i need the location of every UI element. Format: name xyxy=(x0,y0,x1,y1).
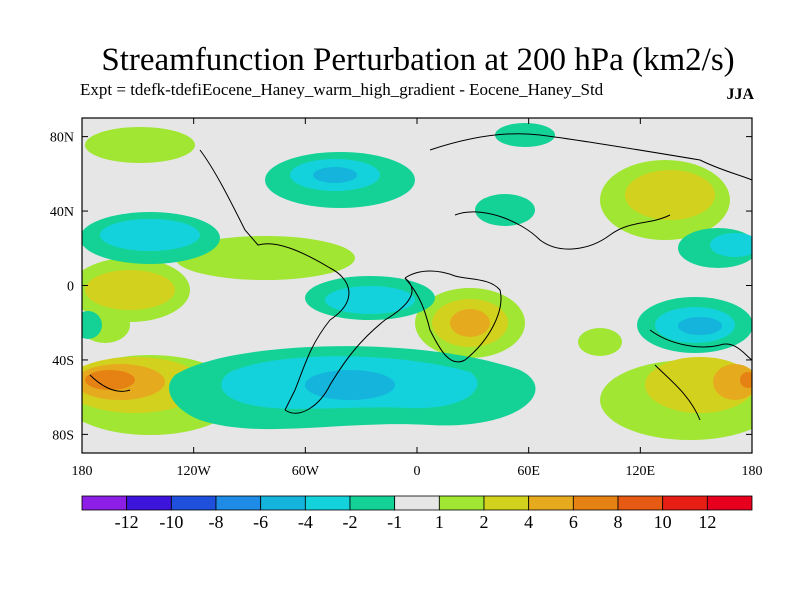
coast-americas xyxy=(199,149,350,411)
anomaly-positive-tropical-atl xyxy=(175,236,355,280)
colorbar-label: 10 xyxy=(654,512,672,532)
lat-tick-label: 40S xyxy=(52,354,74,369)
map-title: Streamfunction Perturbation at 200 hPa (… xyxy=(101,42,735,78)
colorbar-swatch xyxy=(706,495,753,511)
contour-fills xyxy=(82,123,752,440)
lon-tick-label: 60W xyxy=(292,464,320,479)
colorbar-label: 4 xyxy=(524,512,533,532)
anomaly-negative-dateline xyxy=(82,311,102,339)
anomaly-neg4-australia xyxy=(678,317,722,335)
colorbar-label: 8 xyxy=(614,512,623,532)
anomaly-negative-europe xyxy=(475,194,535,226)
anomaly-negative-arctic-east xyxy=(495,123,555,147)
colorbar-swatch xyxy=(349,495,396,511)
colorbar-label: -4 xyxy=(298,512,313,532)
colorbar-swatch xyxy=(528,495,574,511)
colorbar-swatch xyxy=(126,495,172,511)
colorbar-swatch xyxy=(260,495,306,511)
colorbar-swatch xyxy=(483,495,530,511)
experiment-subtitle: Expt = tdefk-tdefiEocene_Haney_warm_high… xyxy=(80,80,604,99)
colorbar: -12 -10 -8 -6 -4 -2 -1 1 2 4 6 8 10 12 xyxy=(81,495,753,532)
lon-tick-label: 0 xyxy=(414,464,421,479)
anomaly-pos2-nw-pac xyxy=(625,170,715,220)
colorbar-swatch xyxy=(81,495,128,511)
anomaly-neg2-ne-pac xyxy=(100,219,200,251)
coast-antarctic-east xyxy=(654,364,701,421)
anomaly-neg2-south-america xyxy=(325,286,415,314)
anomaly-pos4-south-africa xyxy=(450,309,490,337)
colorbar-label: 12 xyxy=(698,512,716,532)
colorbar-swatch xyxy=(215,495,262,511)
lon-axis: 180 120W 60W 0 60E 120E 180 xyxy=(72,118,763,479)
coast-africa xyxy=(404,270,502,363)
anomaly-neg4-southern-ocean xyxy=(305,370,395,400)
colorbar-label: -8 xyxy=(209,512,224,532)
coast-australia xyxy=(649,329,752,361)
season-label: JJA xyxy=(726,86,754,103)
colorbar-swatch xyxy=(438,495,485,511)
coast-eurasia-north xyxy=(429,133,752,181)
anomaly-pos6-se-pac xyxy=(85,370,135,390)
anomaly-pos6-south-pac xyxy=(740,372,752,388)
coast-pacific-island xyxy=(89,374,131,392)
lat-tick-label: 0 xyxy=(67,280,74,295)
colorbar-swatch xyxy=(572,495,619,511)
anomaly-neg4-atlantic-north xyxy=(313,167,357,183)
colorbar-label: -6 xyxy=(253,512,268,532)
colorbar-label: -10 xyxy=(159,512,183,532)
lat-tick-label: 40N xyxy=(50,205,74,220)
colorbar-swatch xyxy=(394,495,440,511)
lon-tick-label: 60E xyxy=(517,464,540,479)
colorbar-label: -12 xyxy=(115,512,139,532)
coast-south-america xyxy=(284,277,413,414)
colorbar-label: -2 xyxy=(343,512,358,532)
colorbar-label: 1 xyxy=(435,512,444,532)
coast-eurasia-south xyxy=(454,211,671,250)
lon-tick-label: 180 xyxy=(742,464,763,479)
anomaly-pos2-eqpac xyxy=(85,270,175,310)
anomaly-positive-arctic-west xyxy=(85,127,195,163)
lat-tick-label: 80S xyxy=(52,428,74,443)
lon-tick-label: 120E xyxy=(626,464,656,479)
anomaly-pos4-south-pac xyxy=(713,364,752,400)
colorbar-swatch xyxy=(662,495,708,511)
lat-tick-label: 80N xyxy=(50,131,74,146)
colorbar-label: 6 xyxy=(569,512,578,532)
anomaly-neg2-w-pac xyxy=(710,233,752,257)
colorbar-label: 2 xyxy=(480,512,489,532)
lon-tick-label: 180 xyxy=(72,464,93,479)
lon-tick-label: 120W xyxy=(177,464,212,479)
colorbar-swatch xyxy=(170,495,217,511)
colorbar-swatch xyxy=(304,495,351,511)
lat-axis: 80N 40N 0 40S 80S xyxy=(50,131,752,443)
anomaly-positive-indian xyxy=(578,328,622,356)
colorbar-swatch xyxy=(617,495,664,511)
colorbar-label: -1 xyxy=(387,512,402,532)
coastlines xyxy=(89,133,752,421)
